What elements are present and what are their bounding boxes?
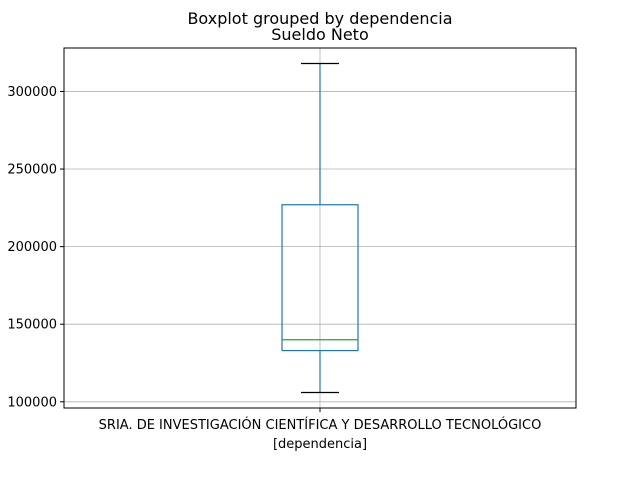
y-tick-label: 150000 — [7, 318, 57, 333]
box-iqr — [281, 204, 359, 352]
y-tick-label: 250000 — [7, 163, 57, 178]
x-axis: SRIA. DE INVESTIGACIÓN CIENTÍFICA Y DESA… — [99, 408, 542, 433]
y-axis: 100000 150000 200000 250000 300000 — [7, 85, 64, 410]
plot-area — [281, 62, 359, 394]
y-tick-label: 200000 — [7, 240, 57, 255]
x-tick-label: SRIA. DE INVESTIGACIÓN CIENTÍFICA Y DESA… — [99, 417, 542, 433]
chart-title: Sueldo Neto — [271, 25, 369, 44]
y-tick-label: 300000 — [7, 85, 57, 100]
chart-suptitle: Boxplot grouped by dependencia — [187, 9, 452, 28]
y-tick-label: 100000 — [7, 395, 57, 410]
x-axis-label: [dependencia] — [273, 437, 367, 452]
